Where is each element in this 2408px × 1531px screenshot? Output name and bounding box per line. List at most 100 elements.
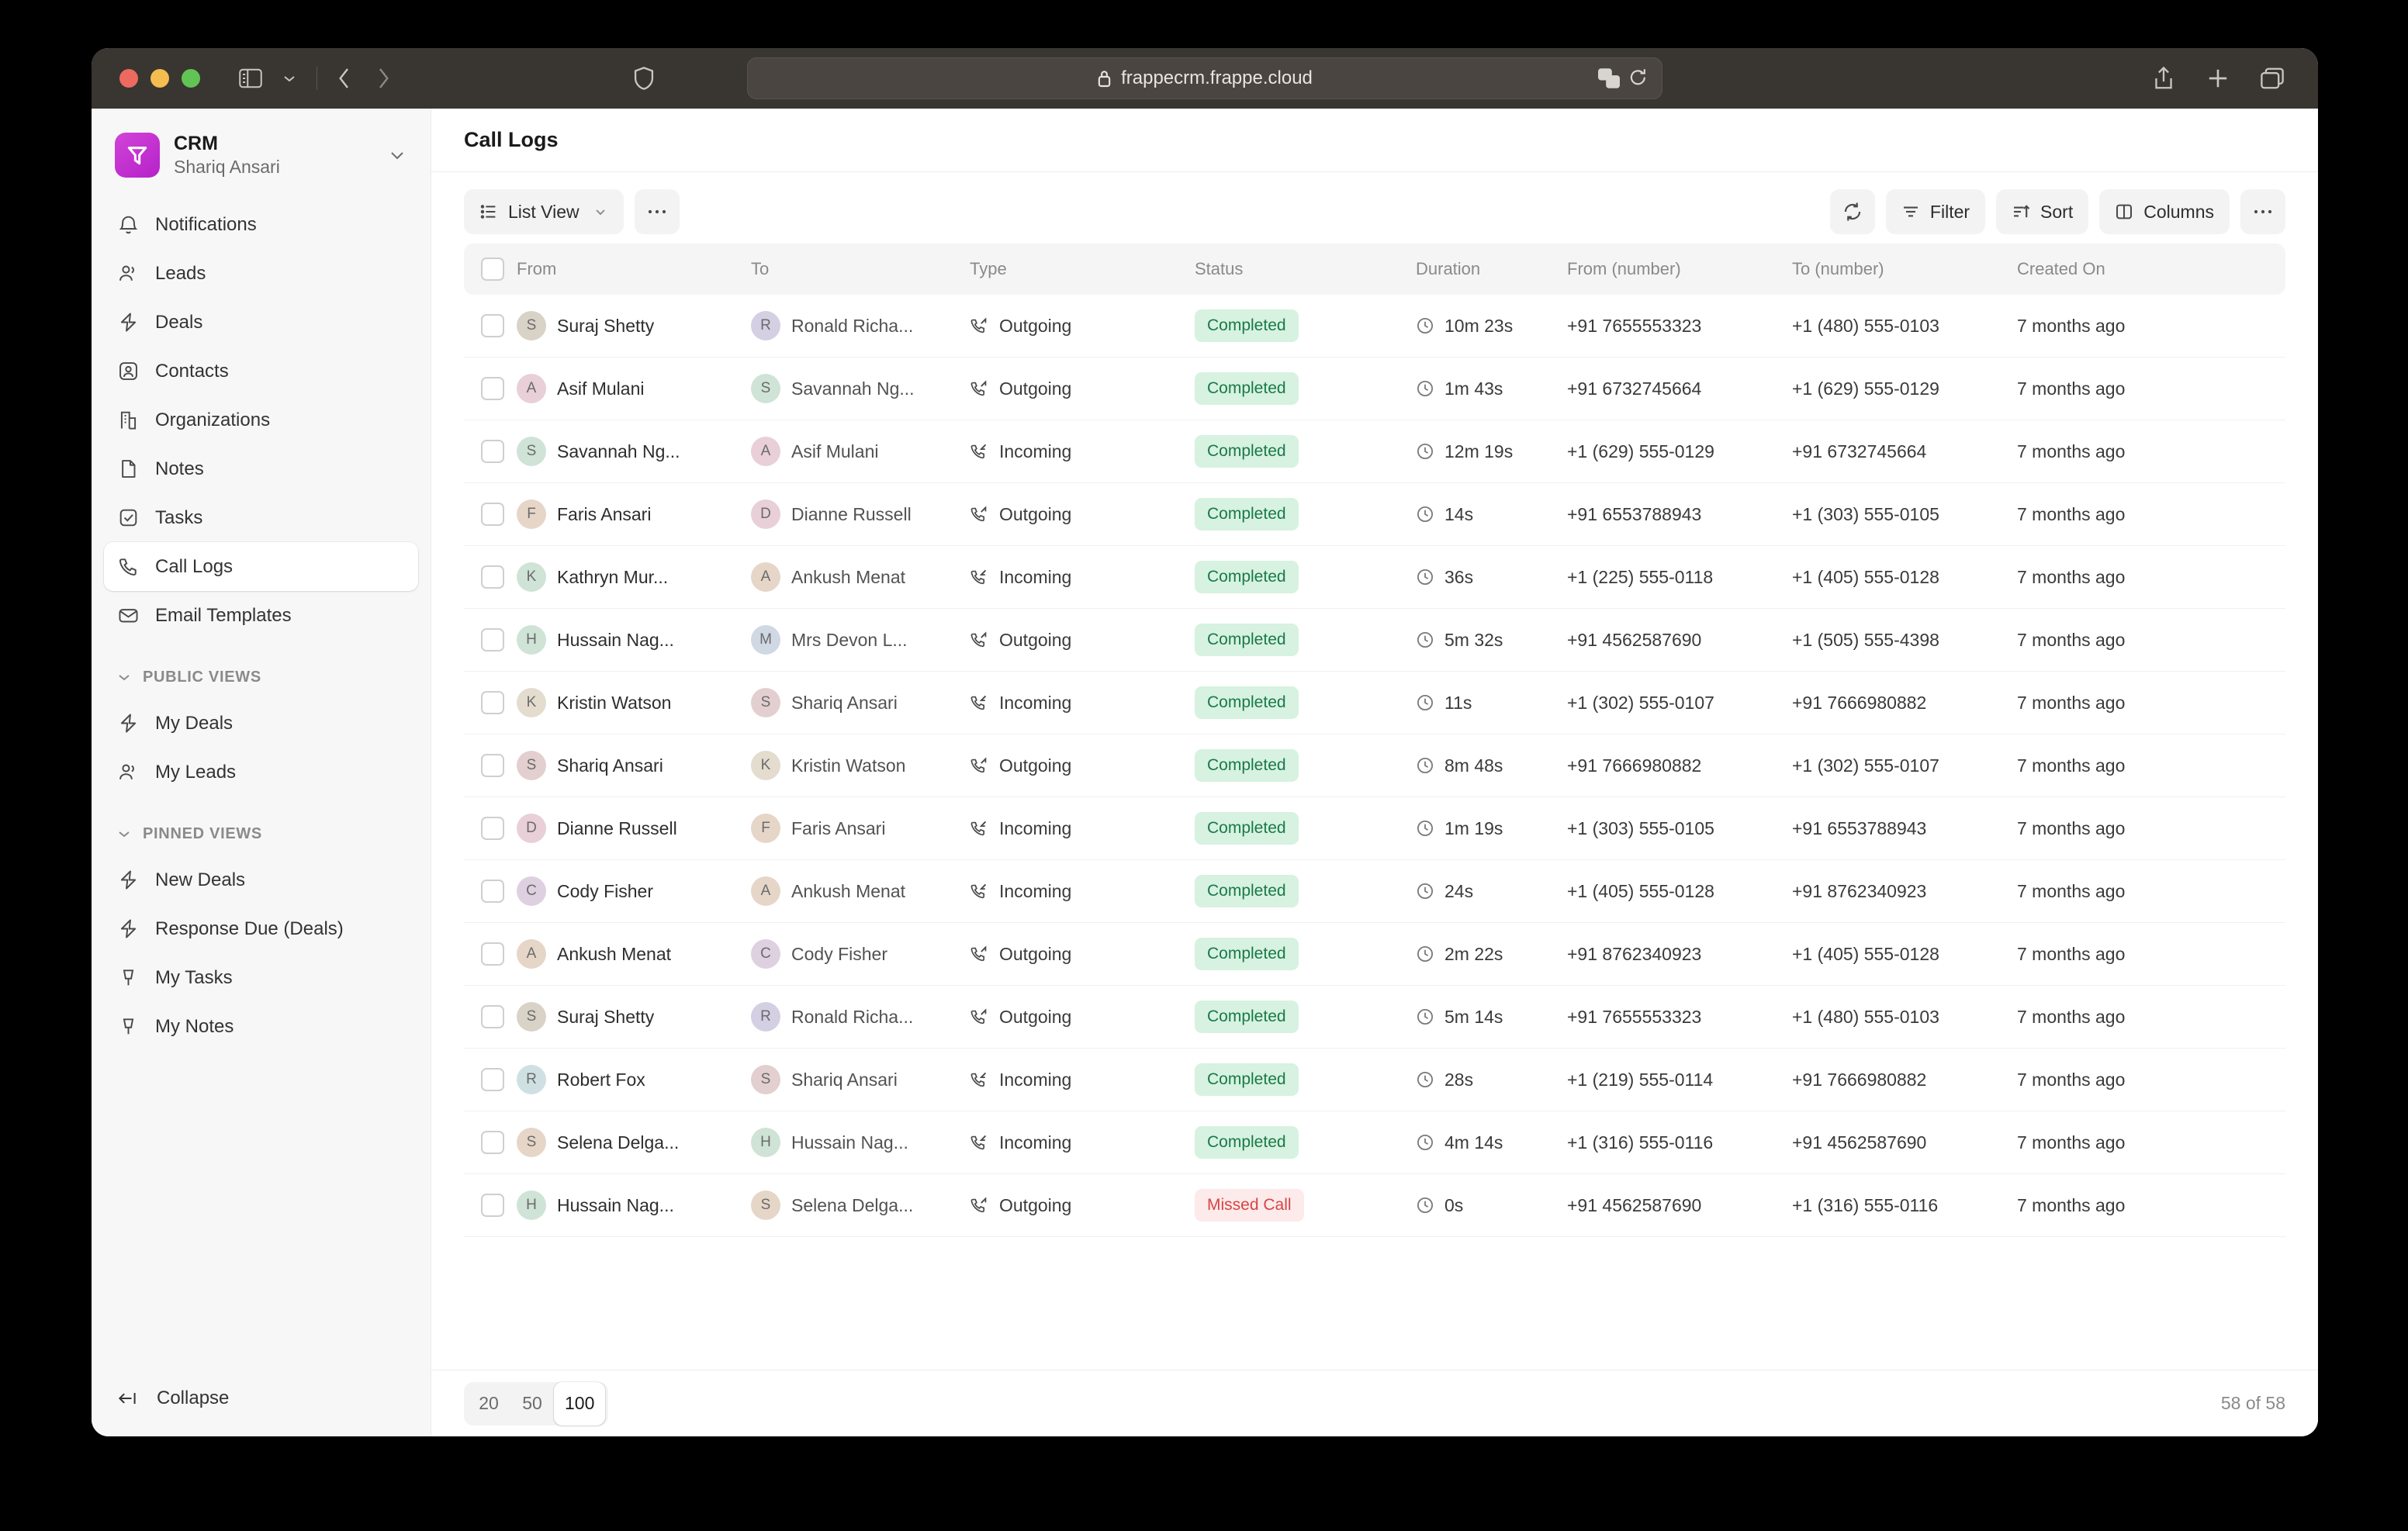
tab-overview-icon[interactable] xyxy=(2254,60,2290,96)
row-checkbox[interactable] xyxy=(481,314,517,337)
cell-type: Outgoing xyxy=(970,504,1195,525)
page-size-20[interactable]: 20 xyxy=(479,1393,499,1413)
sidebar-item-notes[interactable]: Notes xyxy=(104,444,418,493)
share-icon[interactable] xyxy=(2146,60,2181,96)
table-row[interactable]: K Kristin Watson S Shariq Ansari Incoming Com… xyxy=(464,672,2285,734)
cell-to-number: +1 (629) 555-0129 xyxy=(1792,378,1939,399)
to-name: Ronald Richa... xyxy=(791,315,914,336)
row-checkbox[interactable] xyxy=(481,1005,517,1028)
table-row[interactable]: S Shariq Ansari K Kristin Watson Outgoing Com… xyxy=(464,734,2285,797)
column-header-to[interactable]: To xyxy=(751,259,770,278)
column-header-created-on[interactable]: Created On xyxy=(2017,259,2105,278)
table-row[interactable]: S Selena Delga... H Hussain Nag... Incoming C… xyxy=(464,1111,2285,1174)
sort-button[interactable]: Sort xyxy=(1996,189,2089,234)
shield-icon[interactable] xyxy=(626,60,662,96)
column-header-status[interactable]: Status xyxy=(1195,259,1244,278)
sidebar-item-my-tasks[interactable]: My Tasks xyxy=(104,953,418,1002)
collapse-sidebar-button[interactable]: Collapse xyxy=(104,1371,418,1426)
type-label: Incoming xyxy=(999,880,1072,901)
sidebar-item-my-deals[interactable]: My Deals xyxy=(104,699,418,748)
duration-label: 4m 14s xyxy=(1444,1132,1503,1153)
cell-to-number: +1 (505) 555-4398 xyxy=(1792,629,1939,650)
sidebar-item-leads[interactable]: Leads xyxy=(104,249,418,298)
list-more-options-button[interactable] xyxy=(2240,189,2285,234)
sidebar-item-tasks[interactable]: Tasks xyxy=(104,493,418,542)
table-row[interactable]: F Faris Ansari D Dianne Russell Outgoing Comp… xyxy=(464,483,2285,546)
filter-icon xyxy=(1901,202,1920,221)
cell-to: C Cody Fisher xyxy=(751,939,970,969)
row-checkbox[interactable] xyxy=(481,1131,517,1154)
minimize-window-button[interactable] xyxy=(150,69,169,88)
sidebar-group-pinned-views[interactable]: PINNED VIEWS xyxy=(104,812,418,855)
type-label: Incoming xyxy=(999,817,1072,838)
sidebar-item-email-templates[interactable]: Email Templates xyxy=(104,591,418,640)
sidebar-item-my-notes[interactable]: My Notes xyxy=(104,1002,418,1051)
row-checkbox[interactable] xyxy=(481,691,517,714)
sidebar-item-label: My Leads xyxy=(155,761,237,783)
close-window-button[interactable] xyxy=(119,69,138,88)
view-selector-button[interactable]: List View xyxy=(464,189,624,234)
sidebar-chevron-down-icon[interactable] xyxy=(272,60,307,96)
table-row[interactable]: K Kathryn Mur... A Ankush Menat Incoming Comp… xyxy=(464,546,2285,609)
page-size-100[interactable]: 100 xyxy=(554,1381,606,1426)
sidebar-item-deals[interactable]: Deals xyxy=(104,298,418,347)
row-checkbox[interactable] xyxy=(481,377,517,400)
table-row[interactable]: A Asif Mulani S Savannah Ng... Outgoing Compl… xyxy=(464,358,2285,420)
status-badge: Missed Call xyxy=(1195,1189,1304,1222)
row-checkbox[interactable] xyxy=(481,565,517,589)
cell-from: K Kristin Watson xyxy=(517,688,751,717)
sidebar-item-notifications[interactable]: Notifications xyxy=(104,200,418,249)
address-bar[interactable]: frappecrm.frappe.cloud xyxy=(747,57,1662,99)
column-header-duration[interactable]: Duration xyxy=(1416,259,1481,278)
translate-icon[interactable] xyxy=(1598,68,1620,88)
sidebar-group-public-views[interactable]: PUBLIC VIEWS xyxy=(104,655,418,699)
sidebar-item-my-leads[interactable]: My Leads xyxy=(104,748,418,797)
sidebar-item-call-logs[interactable]: Call Logs xyxy=(104,542,418,591)
cell-duration: 24s xyxy=(1416,881,1567,902)
sidebar-item-contacts[interactable]: Contacts xyxy=(104,347,418,396)
column-header-to-number[interactable]: To (number) xyxy=(1792,259,1884,278)
row-checkbox[interactable] xyxy=(481,440,517,463)
table-row[interactable]: R Robert Fox S Shariq Ansari Incoming Complet… xyxy=(464,1049,2285,1111)
table-row[interactable]: C Cody Fisher A Ankush Menat Incoming Complet… xyxy=(464,860,2285,923)
table-row[interactable]: D Dianne Russell F Faris Ansari Incoming Comp… xyxy=(464,797,2285,860)
table-row[interactable]: S Suraj Shetty R Ronald Richa... Outgoing Com… xyxy=(464,295,2285,358)
sidebar-item-new-deals[interactable]: New Deals xyxy=(104,855,418,904)
clock-icon xyxy=(1416,945,1434,963)
column-header-from[interactable]: From xyxy=(517,259,557,278)
filter-button[interactable]: Filter xyxy=(1885,189,1986,234)
to-name: Mrs Devon L... xyxy=(791,629,908,650)
table-row[interactable]: A Ankush Menat C Cody Fisher Outgoing Complet… xyxy=(464,923,2285,986)
row-checkbox[interactable] xyxy=(481,754,517,777)
page-size-50[interactable]: 50 xyxy=(522,1393,542,1413)
sidebar-item-response-due-deals[interactable]: Response Due (Deals) xyxy=(104,904,418,953)
sidebar-item-organizations[interactable]: Organizations xyxy=(104,396,418,444)
cell-from-number: +91 7666980882 xyxy=(1567,755,1702,776)
table-row[interactable]: S Suraj Shetty R Ronald Richa... Outgoing Com… xyxy=(464,986,2285,1049)
workspace-switcher[interactable]: CRM Shariq Ansari xyxy=(104,123,418,188)
maximize-window-button[interactable] xyxy=(182,69,200,88)
new-tab-icon[interactable] xyxy=(2200,60,2236,96)
forward-arrow-icon[interactable] xyxy=(365,60,401,96)
view-options-button[interactable] xyxy=(634,189,680,234)
row-checkbox[interactable] xyxy=(481,817,517,840)
row-checkbox[interactable] xyxy=(481,1068,517,1091)
table-row[interactable]: S Savannah Ng... A Asif Mulani Incoming Compl… xyxy=(464,420,2285,483)
table-row[interactable]: H Hussain Nag... S Selena Delga... Outgoing M… xyxy=(464,1174,2285,1237)
row-checkbox[interactable] xyxy=(481,1194,517,1217)
reload-icon[interactable] xyxy=(1629,68,1648,88)
row-checkbox[interactable] xyxy=(481,942,517,966)
columns-button[interactable]: Columns xyxy=(2099,189,2230,234)
avatar: A xyxy=(751,437,780,466)
refresh-button[interactable] xyxy=(1829,189,1875,234)
row-checkbox[interactable] xyxy=(481,880,517,903)
row-checkbox[interactable] xyxy=(481,628,517,651)
table-row[interactable]: H Hussain Nag... M Mrs Devon L... Outgoing Co… xyxy=(464,609,2285,672)
sidebar-toggle-icon[interactable] xyxy=(233,60,268,96)
row-checkbox[interactable] xyxy=(481,503,517,526)
select-all-checkbox[interactable] xyxy=(481,257,517,281)
column-header-type[interactable]: Type xyxy=(970,259,1007,278)
chevron-down-icon[interactable] xyxy=(387,148,407,162)
back-arrow-icon[interactable] xyxy=(327,60,362,96)
column-header-from-number[interactable]: From (number) xyxy=(1567,259,1681,278)
